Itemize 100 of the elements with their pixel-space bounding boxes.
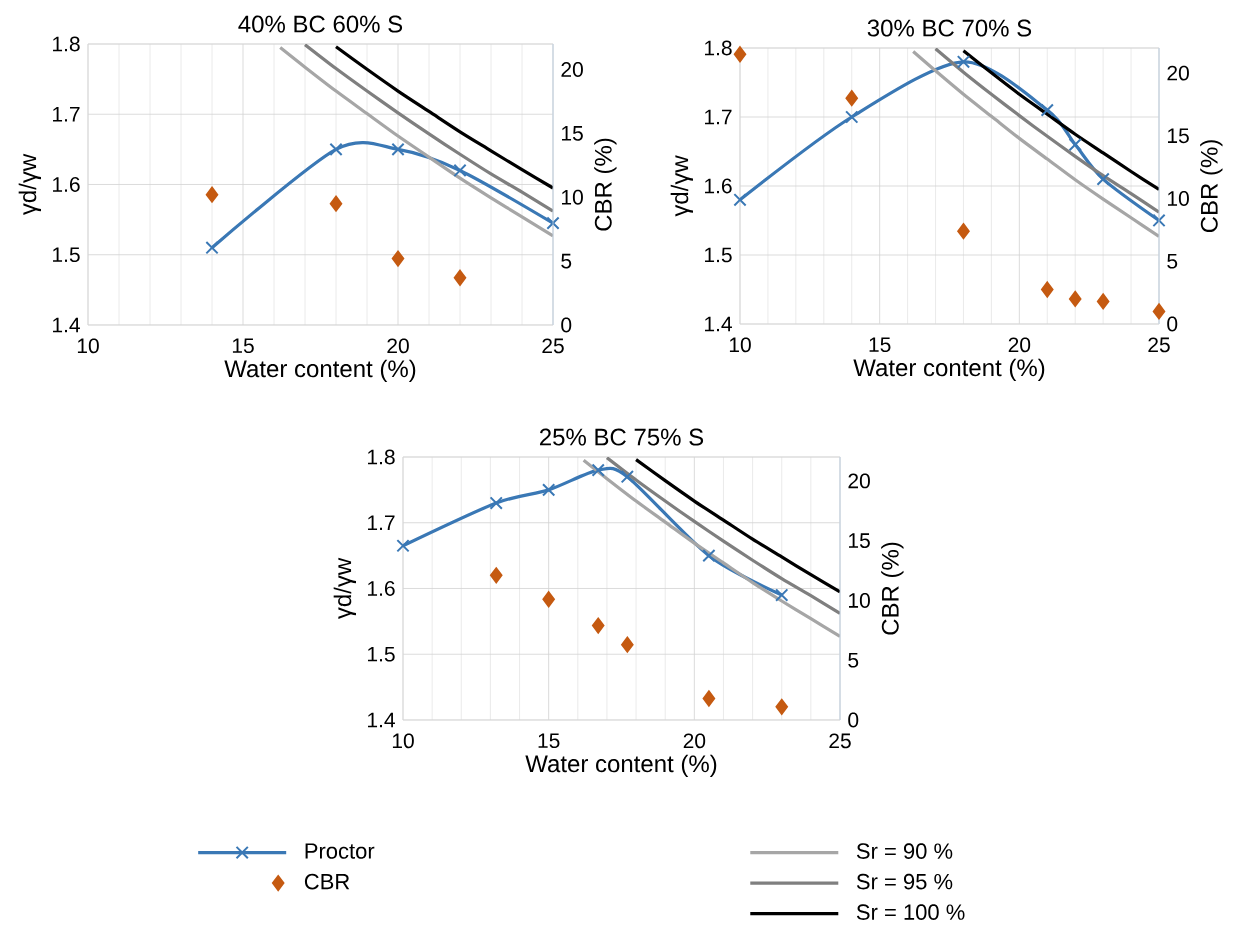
point — [453, 269, 467, 286]
legend-label: Sr = 95 % — [856, 873, 953, 890]
y-axis-title: γd/γw — [670, 155, 693, 217]
line-series — [911, 49, 1159, 238]
y2-tick-label: 0 — [848, 712, 859, 728]
line-series — [582, 458, 840, 639]
point — [546, 216, 560, 230]
y2-axis-title: CBR (%) — [594, 138, 617, 231]
point — [733, 46, 747, 63]
point — [702, 690, 716, 707]
point — [957, 223, 970, 240]
y-tick-label: 1.5 — [368, 646, 395, 662]
point — [205, 186, 219, 203]
line-series — [303, 43, 554, 213]
point — [453, 163, 467, 178]
y-tick-label: 1.5 — [53, 247, 80, 263]
legend-label: Sr = 100 % — [856, 904, 965, 920]
line-series — [634, 458, 840, 594]
line-series — [933, 48, 1159, 214]
y-axis-title: γd/γw — [333, 557, 356, 620]
point — [329, 142, 343, 157]
y2-tick-label: 15 — [1168, 128, 1189, 144]
line-series — [334, 45, 554, 190]
x-tick-label: 15 — [538, 733, 560, 749]
y-tick-label: 1.4 — [705, 316, 732, 332]
line-series — [961, 49, 1159, 192]
x-axis-title: Water content (%) — [853, 358, 1045, 381]
point — [620, 470, 634, 484]
point — [1068, 290, 1082, 307]
y2-tick-label: 5 — [848, 652, 859, 668]
x-tick-label: 25 — [829, 733, 851, 749]
y-tick-label: 1.6 — [368, 581, 395, 596]
y2-tick-label: 5 — [1167, 253, 1178, 269]
x-tick-label: 10 — [392, 733, 414, 749]
y2-tick-label: 10 — [562, 189, 583, 205]
point — [591, 617, 605, 634]
point — [1068, 137, 1082, 152]
point — [542, 591, 555, 608]
point — [845, 90, 858, 107]
y2-tick-label: 20 — [561, 62, 583, 77]
legend-label: CBR — [304, 873, 350, 890]
x-tick-label: 20 — [1008, 337, 1031, 353]
y-tick-label: 1.5 — [705, 247, 732, 263]
x-tick-label: 15 — [869, 337, 891, 353]
point — [489, 567, 503, 584]
point — [1096, 293, 1110, 310]
x-tick-label: 25 — [1148, 337, 1170, 353]
point — [396, 539, 410, 553]
x-tick-label: 15 — [232, 338, 254, 354]
y-tick-label: 1.8 — [53, 36, 80, 52]
point — [591, 463, 605, 477]
point — [775, 588, 789, 602]
x-tick-label: 10 — [77, 338, 99, 354]
point — [1096, 172, 1110, 186]
y-tick-label: 1.7 — [705, 109, 732, 125]
point — [1040, 103, 1054, 117]
line-series — [278, 45, 554, 238]
y2-tick-label: 20 — [1167, 65, 1189, 81]
point — [621, 636, 634, 653]
y-tick-label: 1.8 — [368, 449, 395, 465]
y2-tick-label: 0 — [561, 317, 572, 333]
y2-axis-title: CBR (%) — [1200, 140, 1223, 233]
y-tick-label: 1.6 — [705, 178, 732, 194]
point — [391, 142, 405, 157]
point — [489, 496, 503, 510]
chart-title: 25% BC 75% S — [539, 428, 704, 446]
y2-axis-title: CBR (%) — [881, 542, 904, 635]
point — [329, 195, 343, 212]
y2-tick-label: 10 — [1168, 191, 1189, 206]
point — [956, 55, 971, 69]
point — [775, 698, 788, 715]
y-tick-label: 1.4 — [368, 712, 395, 728]
point — [391, 250, 405, 267]
x-tick-label: 10 — [729, 337, 751, 353]
point — [845, 110, 859, 124]
y2-tick-label: 20 — [848, 473, 870, 489]
point — [702, 548, 716, 563]
y-tick-label: 1.6 — [53, 177, 80, 192]
y2-tick-label: 15 — [562, 126, 583, 141]
legend-label: Sr = 90 % — [856, 843, 953, 859]
point — [1152, 303, 1166, 320]
point — [1152, 213, 1166, 228]
y2-tick-label: 0 — [1167, 316, 1178, 332]
legend-label: Proctor — [305, 843, 375, 859]
y-tick-label: 1.8 — [705, 40, 732, 56]
y-tick-label: 1.7 — [368, 515, 395, 530]
chart-title: 40% BC 60% S — [238, 15, 403, 33]
y-axis-title: γd/γw — [18, 153, 42, 216]
x-tick-label: 25 — [542, 338, 564, 354]
y-tick-label: 1.7 — [53, 107, 80, 122]
chart-title: 30% BC 70% S — [867, 19, 1032, 37]
x-tick-label: 20 — [387, 338, 409, 354]
point — [542, 483, 556, 497]
point — [733, 193, 747, 207]
y2-tick-label: 15 — [849, 533, 870, 549]
y2-tick-label: 5 — [561, 253, 572, 269]
x-axis-title: Water content (%) — [224, 359, 416, 382]
point — [205, 241, 219, 255]
y2-tick-label: 10 — [849, 593, 870, 608]
line-series — [605, 457, 840, 616]
